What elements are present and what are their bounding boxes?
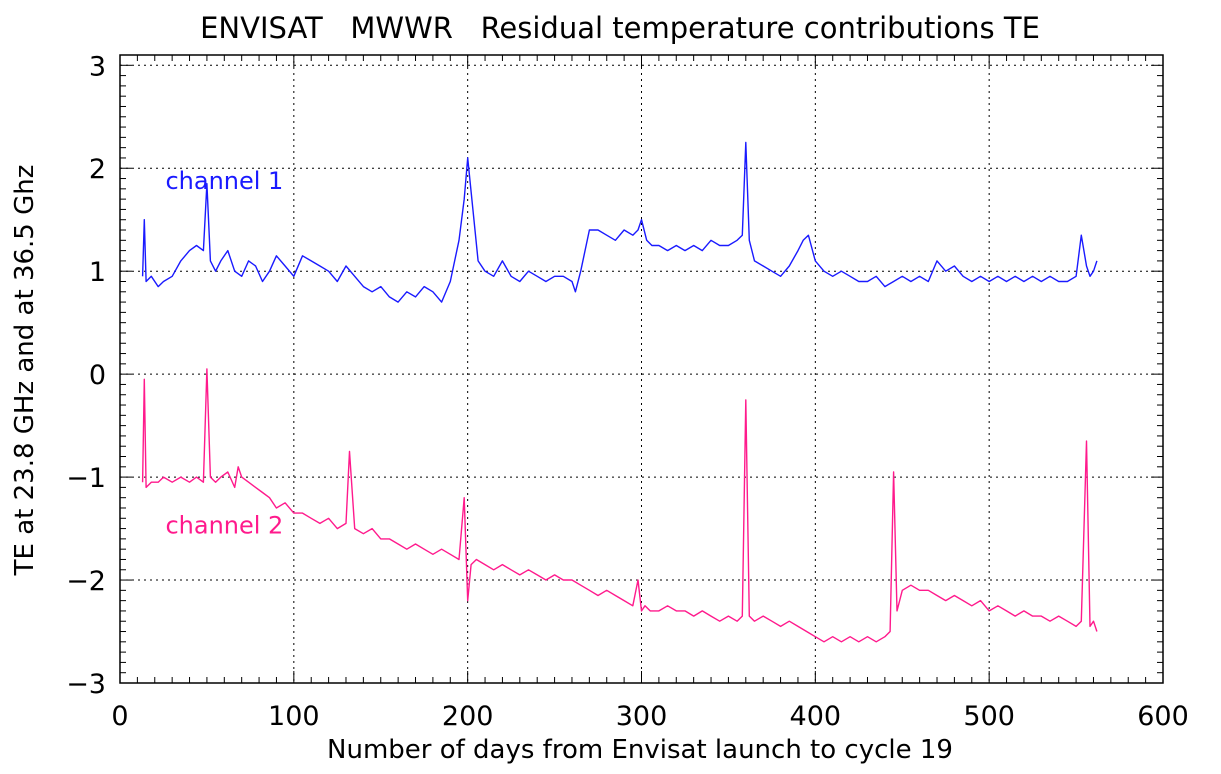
- series-layer: [141, 141, 1098, 643]
- tick-marks: [119, 54, 1164, 684]
- chart-title: ENVISAT MWWR Residual temperature contri…: [200, 11, 1040, 45]
- y-axis-label: TE at 23.8 GHz and at 36.5 Ghz: [10, 165, 40, 577]
- y-tick-label: 1: [89, 257, 106, 288]
- x-tick-label: 600: [1137, 701, 1189, 732]
- x-tick-label: 500: [963, 701, 1015, 732]
- tick-labels: 0 100 200 300 400 500 600 −3 −2 −1 0 1 2 3: [66, 51, 1189, 732]
- y-tick-label: 0: [89, 360, 106, 391]
- annotation-channel-1: channel 1: [165, 167, 283, 195]
- grid: [120, 55, 1163, 683]
- x-tick-label: 200: [442, 701, 494, 732]
- x-tick-label: 0: [111, 701, 128, 732]
- x-tick-label: 300: [616, 701, 668, 732]
- x-axis-label: Number of days from Envisat launch to cy…: [327, 735, 953, 765]
- x-tick-label: 100: [268, 701, 320, 732]
- series-line-channel-1: [141, 141, 1098, 303]
- series-line-channel-2: [141, 368, 1098, 643]
- y-tick-label: 3: [89, 51, 106, 82]
- y-tick-label: −1: [66, 463, 106, 494]
- y-tick-label: −2: [66, 566, 106, 597]
- y-tick-label: 2: [89, 154, 106, 185]
- x-tick-label: 400: [790, 701, 842, 732]
- y-tick-label: −3: [66, 669, 106, 700]
- annotations: channel 1 channel 2: [165, 167, 283, 540]
- annotation-channel-2: channel 2: [165, 512, 283, 540]
